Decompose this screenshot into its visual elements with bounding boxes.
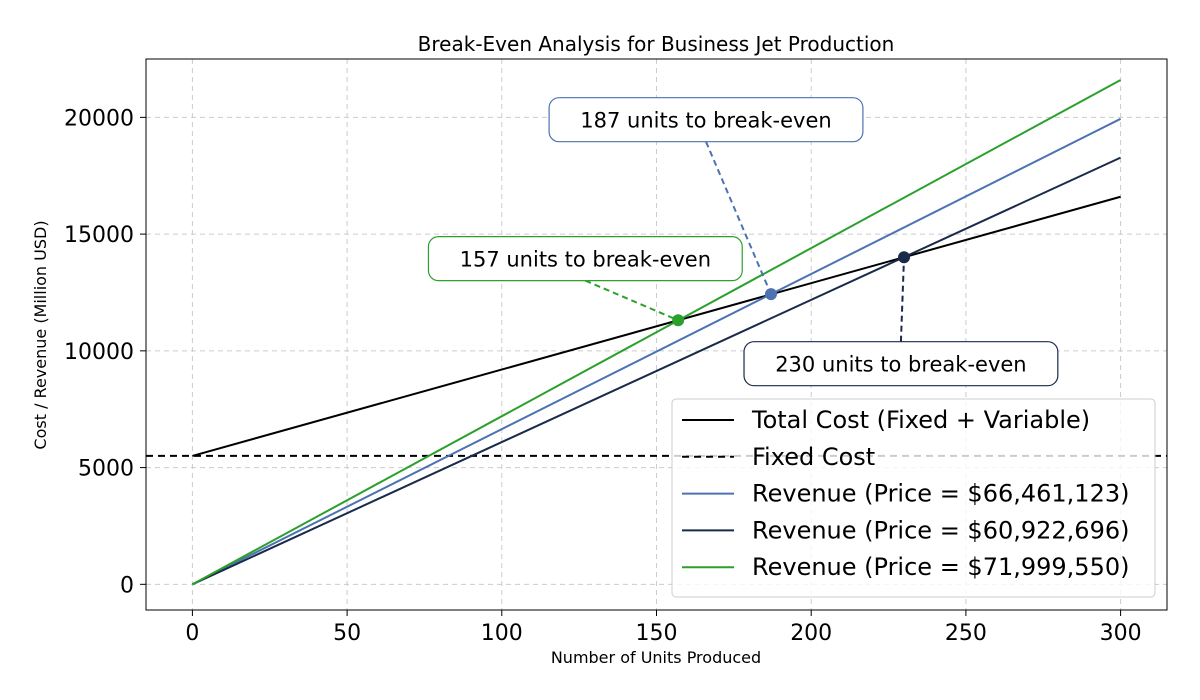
legend-entry: Revenue (Price = $60,922,696) xyxy=(752,516,1129,544)
annotation-box xyxy=(743,341,1059,387)
x-tick-label: 300 xyxy=(1100,621,1142,646)
break-even-point xyxy=(672,314,685,327)
series-line-revenue-price-60-922-696 xyxy=(191,156,1122,586)
annotation-connector xyxy=(705,141,772,295)
x-tick-label: 250 xyxy=(945,621,987,646)
legend-entry: Revenue (Price = $66,461,123) xyxy=(752,480,1129,508)
legend-entry: Total Cost (Fixed + Variable) xyxy=(751,406,1090,434)
break-even-point xyxy=(898,251,911,264)
x-tick-label: 50 xyxy=(333,621,361,646)
annotation-label: 230 units to break-even xyxy=(775,353,1026,377)
x-axis-title: Number of Units Produced xyxy=(551,648,761,667)
annotation-connector xyxy=(899,257,906,342)
x-tick-label: 100 xyxy=(481,621,523,646)
chart-title: Break-Even Analysis for Business Jet Pro… xyxy=(418,32,895,56)
annotation-box xyxy=(427,236,743,282)
x-tick-label: 200 xyxy=(790,621,832,646)
y-tick-label: 15000 xyxy=(64,223,134,248)
series-lines xyxy=(146,79,1167,586)
annotations: 187 units to break-even 157 units to brea… xyxy=(427,97,1059,387)
legend-entry: Fixed Cost xyxy=(752,443,875,471)
annotation-box xyxy=(548,97,864,143)
annotation-label: 187 units to break-even xyxy=(580,109,831,133)
y-tick-label: 20000 xyxy=(64,106,134,131)
y-tick-label: 5000 xyxy=(78,457,134,482)
x-tick-label: 0 xyxy=(185,621,199,646)
x-tick-label: 150 xyxy=(636,621,678,646)
y-axis-title: Cost / Revenue (Million USD) xyxy=(31,220,50,449)
break-even-point xyxy=(764,288,777,301)
legend-entry: Revenue (Price = $71,999,550) xyxy=(752,553,1129,581)
series-line-total-cost-fixed-variable xyxy=(192,195,1121,457)
axis-ticks: 0 50 100 150 200 250 300 0 5000 10000 15000 20000 xyxy=(64,106,1142,646)
y-tick-label: 0 xyxy=(120,573,134,598)
series-line-revenue-price-71-999-550 xyxy=(191,79,1122,586)
legend-frame xyxy=(671,398,1156,598)
legend: Total Cost (Fixed + Variable) Fixed Cost R… xyxy=(671,398,1156,598)
annotation-label: 157 units to break-even xyxy=(460,248,711,272)
series-line-revenue-price-66-461-123 xyxy=(191,117,1122,586)
y-tick-label: 10000 xyxy=(64,340,134,365)
annotation-connector xyxy=(584,279,679,322)
